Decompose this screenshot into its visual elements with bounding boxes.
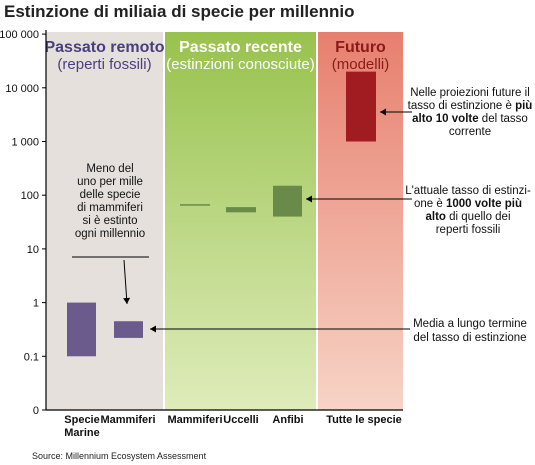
category-label: Uccelli <box>223 414 258 426</box>
range-bar <box>346 71 376 142</box>
annotation-line: reperti fossili <box>436 224 501 236</box>
y-tick-label: 10 <box>27 244 39 256</box>
arrow-head <box>380 108 386 116</box>
range-bar <box>273 185 302 217</box>
y-tick-label: 100 000 <box>0 29 39 41</box>
annotation-line: di mammiferi <box>77 202 143 214</box>
category-label: Tutte le specie <box>326 414 402 426</box>
range-bar <box>114 321 143 338</box>
category-label: Anfibi <box>272 414 303 426</box>
panel-title: Futuro <box>335 39 386 56</box>
y-tick-label: 0 <box>33 405 39 417</box>
annotation-line: tasso di estinzione è più <box>408 100 533 112</box>
y-tick-label: 1 000 <box>11 137 39 149</box>
range-bar <box>67 302 96 357</box>
annotation-line: Meno del <box>86 163 133 175</box>
arrow-head <box>306 195 312 203</box>
panel-background <box>46 32 163 410</box>
panel-background <box>165 32 316 410</box>
panel-subtitle: (reperti fossili) <box>57 56 151 73</box>
annotation-line: corrente <box>449 126 491 138</box>
annotation-line: L'attuale tasso di estinzi- <box>405 185 531 197</box>
annotation-line: Media a lungo termine <box>413 318 527 330</box>
range-bar <box>180 204 210 206</box>
arrow-head <box>150 325 156 333</box>
category-label: Specie <box>64 414 99 426</box>
y-tick-label: 1 <box>33 298 39 310</box>
category-label: Marine <box>64 427 99 439</box>
arrow-head <box>123 297 131 304</box>
panel-title: Passato remoto <box>44 39 164 56</box>
panel-subtitle: (estinzioni conosciute) <box>166 56 314 73</box>
y-tick-label: 100 <box>21 190 39 202</box>
panel-title: Passato recente <box>179 39 302 56</box>
panel-subtitle: (modelli) <box>332 56 390 73</box>
source-note: Source: Millennium Ecosystem Assessment <box>32 451 207 461</box>
annotation-line: delle specie <box>80 189 141 201</box>
range-bar <box>226 207 256 213</box>
y-tick-label: 10 000 <box>5 83 39 95</box>
annotation-line: uno per mille <box>77 176 143 188</box>
annotation-line: del tasso di estinzione <box>413 332 526 344</box>
category-label: Mammiferi <box>100 414 155 426</box>
annotation-line: ogni millennio <box>75 228 145 240</box>
annotation-line: alto di quello dei <box>425 211 510 223</box>
annotation-line: Nelle proiezioni future il <box>410 87 530 99</box>
annotation-line: si è estinto <box>83 215 138 227</box>
y-tick-label: 0.1 <box>24 351 39 363</box>
annotation-arrow <box>123 259 128 305</box>
chart-title: Estinzione di miliaia di specie per mill… <box>4 2 354 21</box>
annotation-line: alto 10 volte del tasso <box>412 113 528 125</box>
annotation-line: one è 1000 volte più <box>414 198 522 210</box>
category-label: Mammiferi <box>167 414 222 426</box>
